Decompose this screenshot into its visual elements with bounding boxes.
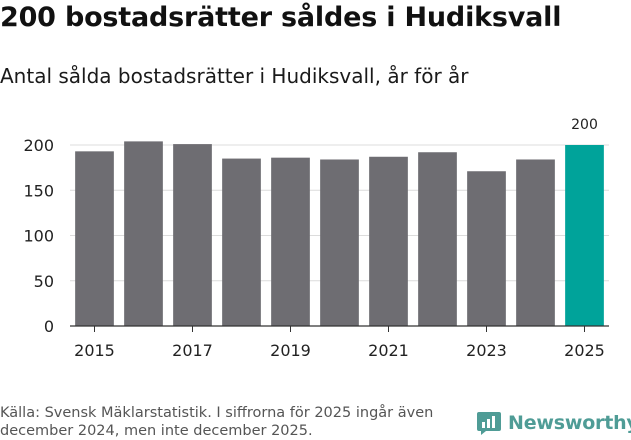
- annotations: 200: [571, 117, 598, 133]
- x-tick-label: 2019: [270, 341, 311, 360]
- bar: [271, 157, 310, 326]
- x-tick-label: 2023: [466, 341, 507, 360]
- y-tick-label: 0: [44, 317, 54, 336]
- bar: [124, 141, 163, 326]
- y-tick-label: 150: [23, 181, 54, 200]
- chart-title: 200 bostadsrätter såldes i Hudiksvall: [0, 2, 562, 33]
- newsworthy-logo-icon: [477, 412, 501, 435]
- source-note: Källa: Svensk Mäklarstatistik. I siffror…: [0, 405, 434, 439]
- x-axis-ticks: 2015 2017 2019 2021 2023 2025: [74, 326, 605, 360]
- highlight-value-label: 200: [571, 117, 598, 133]
- x-tick-label: 2021: [368, 341, 409, 360]
- bar-chart: 0 50 100 150 200 2015 2017 2019 2021 2023 2025 20…: [23, 117, 609, 360]
- x-tick-label: 2015: [74, 341, 115, 360]
- bars: [75, 141, 604, 326]
- x-tick-label: 2025: [564, 341, 605, 360]
- y-axis-ticks: 0 50 100 150 200: [23, 136, 54, 336]
- x-tick-label: 2017: [172, 341, 213, 360]
- bar: [516, 159, 555, 326]
- newsworthy-brand[interactable]: Newsworthy: [476, 408, 631, 438]
- bar: [173, 144, 212, 326]
- y-tick-label: 100: [23, 227, 54, 246]
- bar: [222, 158, 261, 326]
- brand-name: Newsworthy: [508, 412, 631, 434]
- bar: [369, 156, 408, 326]
- y-tick-label: 50: [34, 272, 54, 291]
- bar: [75, 151, 114, 326]
- bar: [467, 171, 506, 326]
- bar-highlight: [565, 145, 604, 326]
- bar: [320, 159, 359, 326]
- y-tick-label: 200: [23, 136, 54, 155]
- bar: [418, 152, 457, 326]
- chart-subtitle: Antal sålda bostadsrätter i Hudiksvall, …: [0, 64, 469, 88]
